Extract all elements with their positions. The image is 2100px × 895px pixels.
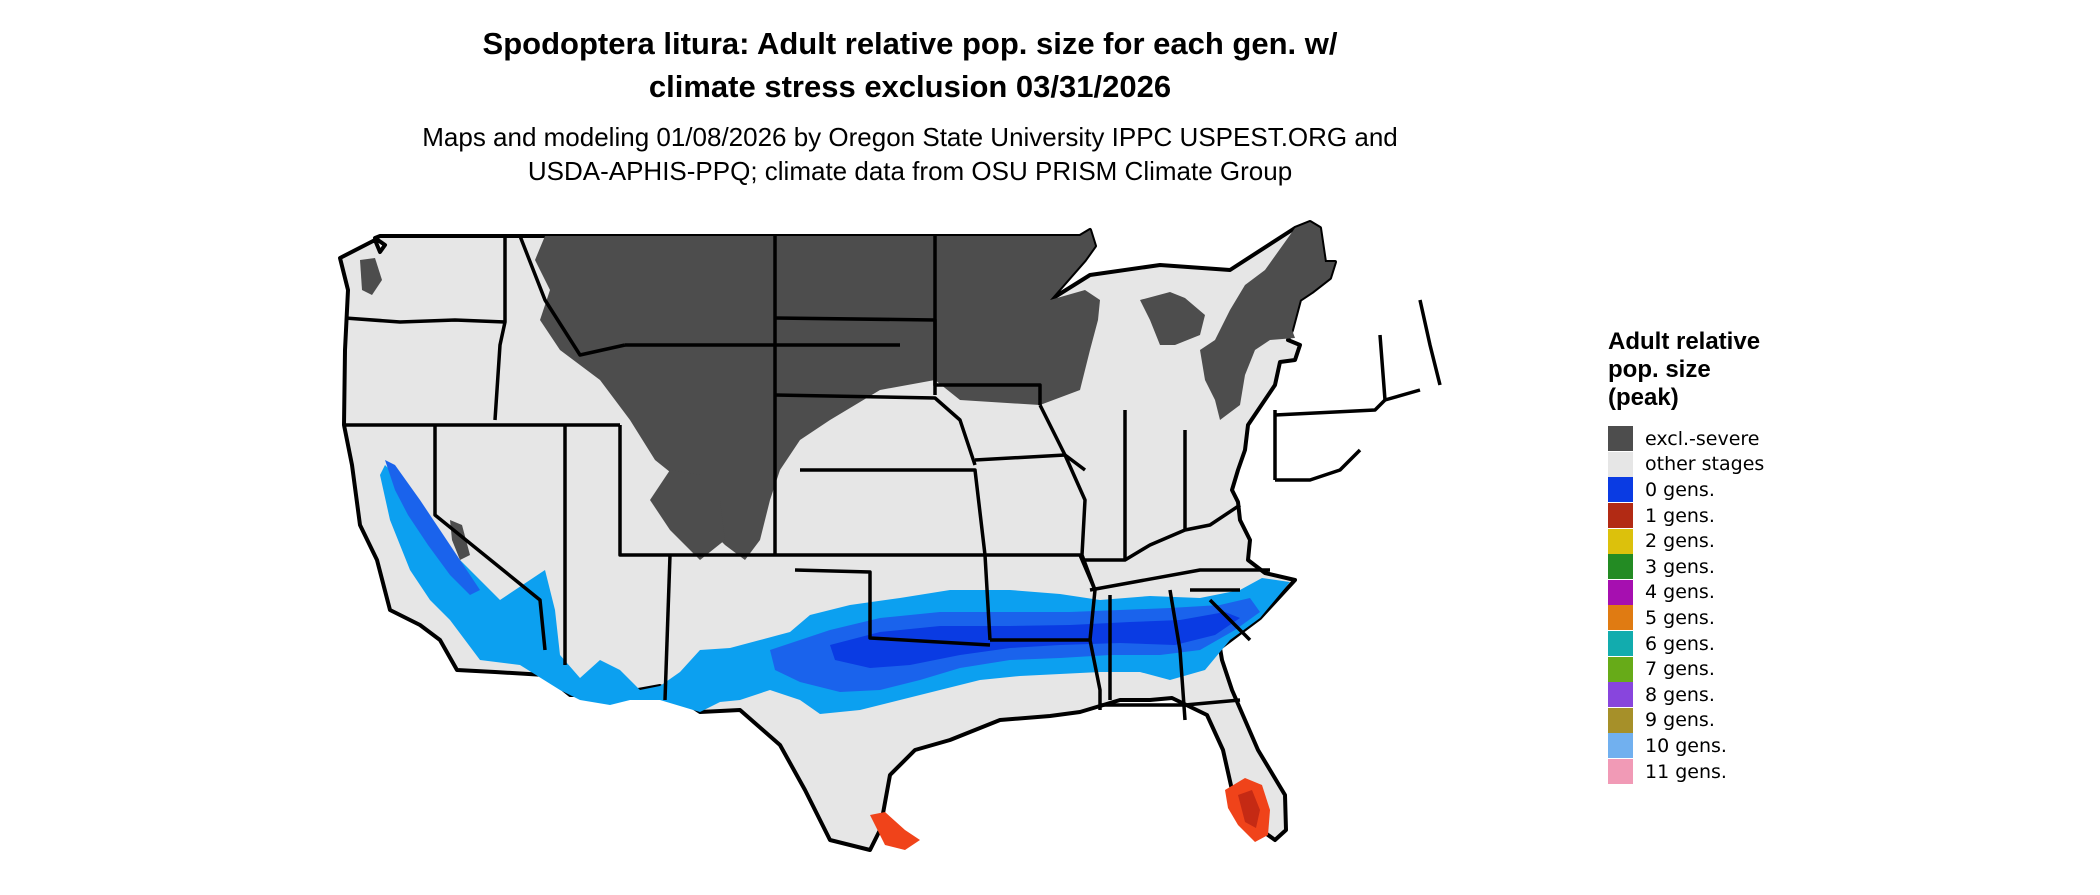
border-idaho-west — [493, 236, 507, 421]
legend-item: excl.-severe — [1608, 426, 1908, 452]
legend-items: excl.-severe other stages 0 gens. 1 gens. 2 … — [1608, 426, 1908, 785]
legend-item: 0 gens. — [1608, 477, 1908, 503]
border-mid-atlantic — [1275, 448, 1362, 482]
map-legend: Adult relative pop. size (peak) excl.-se… — [1608, 328, 1908, 785]
legend-swatch — [1608, 528, 1633, 554]
legend-label: 4 gens. — [1645, 581, 1715, 604]
legend-label: 0 gens. — [1645, 478, 1715, 501]
legend-label: 9 gens. — [1645, 709, 1715, 732]
texas-tip-zone — [870, 812, 920, 850]
legend-item: 7 gens. — [1608, 656, 1908, 682]
legend-item: 6 gens. — [1608, 631, 1908, 657]
legend-swatch — [1608, 682, 1633, 708]
border-ohio-river — [1085, 503, 1241, 562]
border-montana-idaho — [518, 235, 626, 357]
legend-item: 8 gens. — [1608, 682, 1908, 708]
legend-label: other stages — [1645, 453, 1765, 476]
map-title: Spodoptera litura: Adult relative pop. s… — [0, 22, 1820, 108]
border-az-nm — [663, 554, 672, 701]
legend-swatch — [1608, 554, 1633, 580]
border-ut-co — [618, 425, 800, 557]
map-title-line-1: Spodoptera litura: Adult relative pop. s… — [482, 26, 1338, 61]
legend-title-line-3: (peak) — [1608, 384, 1679, 411]
legend-item: other stages — [1608, 451, 1908, 478]
legend-item: 9 gens. — [1608, 707, 1908, 734]
legend-title-line-1: Adult relative — [1608, 328, 1761, 355]
legend-swatch — [1608, 426, 1633, 452]
legend-swatch — [1608, 451, 1633, 477]
legend-swatch — [1608, 579, 1633, 605]
legend-item: 4 gens. — [1608, 579, 1908, 606]
legend-label: 5 gens. — [1645, 606, 1715, 629]
border-ny-vt-nh — [1378, 334, 1421, 402]
legend-label: 7 gens. — [1645, 658, 1715, 681]
west-coast-exclusion — [360, 258, 382, 295]
legend-item: 11 gens. — [1608, 759, 1908, 785]
border-ar-la — [990, 638, 1102, 710]
legend-item: 5 gens. — [1608, 605, 1908, 631]
border-sd-ne — [774, 393, 977, 466]
legend-label: 8 gens. — [1645, 683, 1715, 706]
legend-swatch — [1608, 605, 1633, 631]
legend-item: 3 gens. — [1608, 554, 1908, 580]
legend-label: 1 gens. — [1645, 504, 1715, 527]
legend-swatch — [1608, 631, 1633, 657]
border-me-nh — [1418, 299, 1442, 386]
border-pa-ny — [1274, 398, 1387, 417]
florida-zone-inner — [1238, 790, 1260, 828]
rockies-exclusion — [650, 470, 725, 560]
legend-label: 10 gens. — [1645, 734, 1727, 757]
legend-label: 3 gens. — [1645, 555, 1715, 578]
new-england-exclusion — [1200, 222, 1335, 420]
us-map — [338, 220, 1442, 852]
map-title-line-2: climate stress exclusion 03/31/2026 — [648, 69, 1172, 104]
legend-item: 10 gens. — [1608, 733, 1908, 759]
legend-label: 11 gens. — [1645, 760, 1727, 783]
legend-item: 2 gens. — [1608, 528, 1908, 554]
border-wa-or — [344, 316, 506, 324]
border-ne-ks — [800, 468, 987, 556]
border-ky-tn — [1089, 568, 1270, 592]
great-lakes-exclusion — [1140, 292, 1205, 345]
legend-label: 6 gens. — [1645, 632, 1715, 655]
border-ok-tx — [794, 568, 991, 647]
border-mississippi-river — [1038, 404, 1097, 641]
legend-swatch — [1608, 656, 1633, 682]
legend-swatch — [1608, 707, 1633, 733]
legend-swatch — [1608, 733, 1633, 759]
legend-swatch — [1608, 759, 1633, 785]
state-borders — [344, 235, 1442, 721]
legend-item: 1 gens. — [1608, 503, 1908, 529]
legend-label: 2 gens. — [1645, 530, 1715, 553]
map-subtitle-line-2: USDA-APHIS-PPQ; climate data from OSU PR… — [527, 156, 1293, 186]
border-ga-sc — [1208, 598, 1252, 642]
legend-title: Adult relative pop. size (peak) — [1608, 328, 1908, 412]
map-subtitle: Maps and modeling 01/08/2026 by Oregon S… — [0, 120, 1820, 188]
map-subtitle-line-1: Maps and modeling 01/08/2026 by Oregon S… — [422, 122, 1398, 152]
legend-swatch — [1608, 503, 1633, 529]
border-ca-nv — [433, 425, 547, 651]
legend-label: excl.-severe — [1645, 427, 1760, 450]
border-fl-north — [1100, 698, 1241, 707]
border-al-ga — [1168, 589, 1187, 721]
population-generation-zones — [380, 460, 1290, 850]
legend-title-line-2: pop. size — [1608, 356, 1711, 383]
legend-swatch — [1608, 477, 1633, 503]
california-zone — [385, 460, 480, 595]
border-mn-wi-east — [933, 236, 1042, 405]
